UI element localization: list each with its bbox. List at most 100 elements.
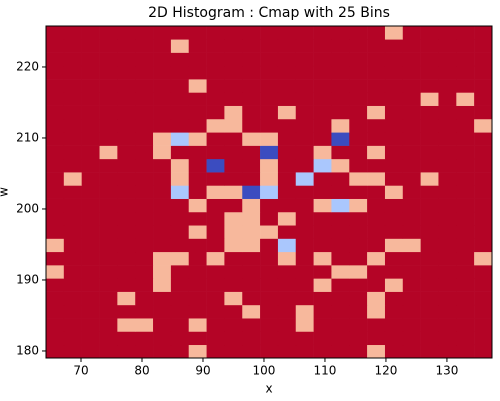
- bin-cell: [456, 172, 475, 186]
- bin-cell: [260, 158, 279, 173]
- bin-cell: [170, 132, 190, 146]
- bin-cell: [456, 52, 475, 67]
- bin-cell: [117, 79, 136, 93]
- bin-cell: [349, 52, 368, 67]
- bin-cell: [420, 172, 439, 186]
- bin-cell: [81, 331, 100, 346]
- bin-cell: [206, 291, 225, 306]
- bin-cell: [206, 26, 225, 40]
- bin-cell: [153, 278, 172, 292]
- bin-cell: [224, 238, 243, 253]
- bin-cell: [367, 198, 386, 213]
- bin-cell: [224, 26, 243, 40]
- bin-cell: [153, 304, 172, 319]
- bin-cell: [474, 26, 493, 40]
- bin-cell: [153, 92, 172, 106]
- bin-cell: [224, 198, 243, 213]
- bin-cell: [349, 318, 368, 332]
- bin-cell: [456, 238, 475, 253]
- bin-cell: [438, 79, 457, 93]
- bin-cell: [438, 238, 457, 253]
- bin-cell: [295, 158, 314, 173]
- bin-cell: [277, 105, 297, 120]
- bin-cell: [384, 318, 404, 332]
- bin-cell: [402, 291, 421, 306]
- bin-cell: [46, 118, 65, 133]
- bin-cell: [81, 92, 100, 106]
- bin-cell: [170, 318, 190, 332]
- bin-cell: [402, 158, 421, 173]
- bin-cell: [402, 52, 421, 67]
- bin-cell: [224, 331, 243, 346]
- bin-cell: [170, 26, 190, 40]
- bin-cell: [206, 172, 225, 186]
- bin-cell: [135, 318, 154, 332]
- bin-cell: [420, 118, 439, 133]
- bin-cell: [135, 52, 154, 67]
- bin-cell: [135, 145, 154, 160]
- bin-cell: [384, 92, 404, 106]
- bin-cell: [313, 158, 332, 173]
- bin-cell: [135, 198, 154, 213]
- bin-cell: [277, 26, 297, 40]
- bin-cell: [384, 251, 404, 266]
- bin-cell: [46, 172, 65, 186]
- bin-cell: [63, 291, 82, 306]
- bin-cell: [81, 79, 100, 93]
- bin-cell: [277, 92, 297, 106]
- bin-cell: [153, 145, 172, 160]
- bin-cell: [456, 318, 475, 332]
- bin-cell: [474, 318, 493, 332]
- bin-cell: [117, 344, 136, 359]
- bin-cell: [117, 278, 136, 292]
- bin-cell: [331, 304, 350, 319]
- bin-cell: [206, 265, 225, 279]
- bin-cell: [295, 198, 314, 213]
- bin-cell: [63, 278, 82, 292]
- bin-cell: [260, 185, 279, 199]
- bin-cell: [402, 92, 421, 106]
- bin-cell: [242, 211, 261, 226]
- bin-cell: [188, 118, 207, 133]
- bin-cell: [188, 198, 207, 213]
- bin-cell: [242, 251, 261, 266]
- bin-cell: [188, 331, 207, 346]
- bin-cell: [117, 291, 136, 306]
- bin-cell: [384, 344, 404, 359]
- bin-cell: [349, 185, 368, 199]
- bin-cell: [224, 291, 243, 306]
- bin-cell: [63, 172, 82, 186]
- bin-cell: [135, 331, 154, 346]
- bin-cell: [277, 265, 297, 279]
- bin-cell: [63, 105, 82, 120]
- bin-cell: [188, 105, 207, 120]
- bin-cell: [456, 344, 475, 359]
- bin-cell: [81, 158, 100, 173]
- bin-cell: [295, 291, 314, 306]
- bin-cell: [367, 331, 386, 346]
- bin-cell: [277, 318, 297, 332]
- bin-cell: [46, 344, 65, 359]
- bin-cell: [438, 92, 457, 106]
- bin-cell: [384, 238, 404, 253]
- bin-cell: [456, 198, 475, 213]
- bin-cell: [331, 344, 350, 359]
- bin-cell: [438, 39, 457, 53]
- bin-cell: [420, 145, 439, 160]
- bin-cell: [456, 211, 475, 226]
- bin-cell: [331, 331, 350, 346]
- bin-cell: [402, 198, 421, 213]
- bin-cell: [349, 265, 368, 279]
- bin-cell: [81, 198, 100, 213]
- bin-cell: [81, 238, 100, 253]
- bin-cell: [153, 238, 172, 253]
- bin-cell: [170, 344, 190, 359]
- bin-cell: [420, 198, 439, 213]
- bin-cell: [46, 265, 65, 279]
- bin-cell: [99, 52, 118, 67]
- bin-cell: [367, 304, 386, 319]
- bin-cell: [224, 278, 243, 292]
- bin-cell: [313, 185, 332, 199]
- bin-cell: [367, 318, 386, 332]
- bin-cell: [260, 26, 279, 40]
